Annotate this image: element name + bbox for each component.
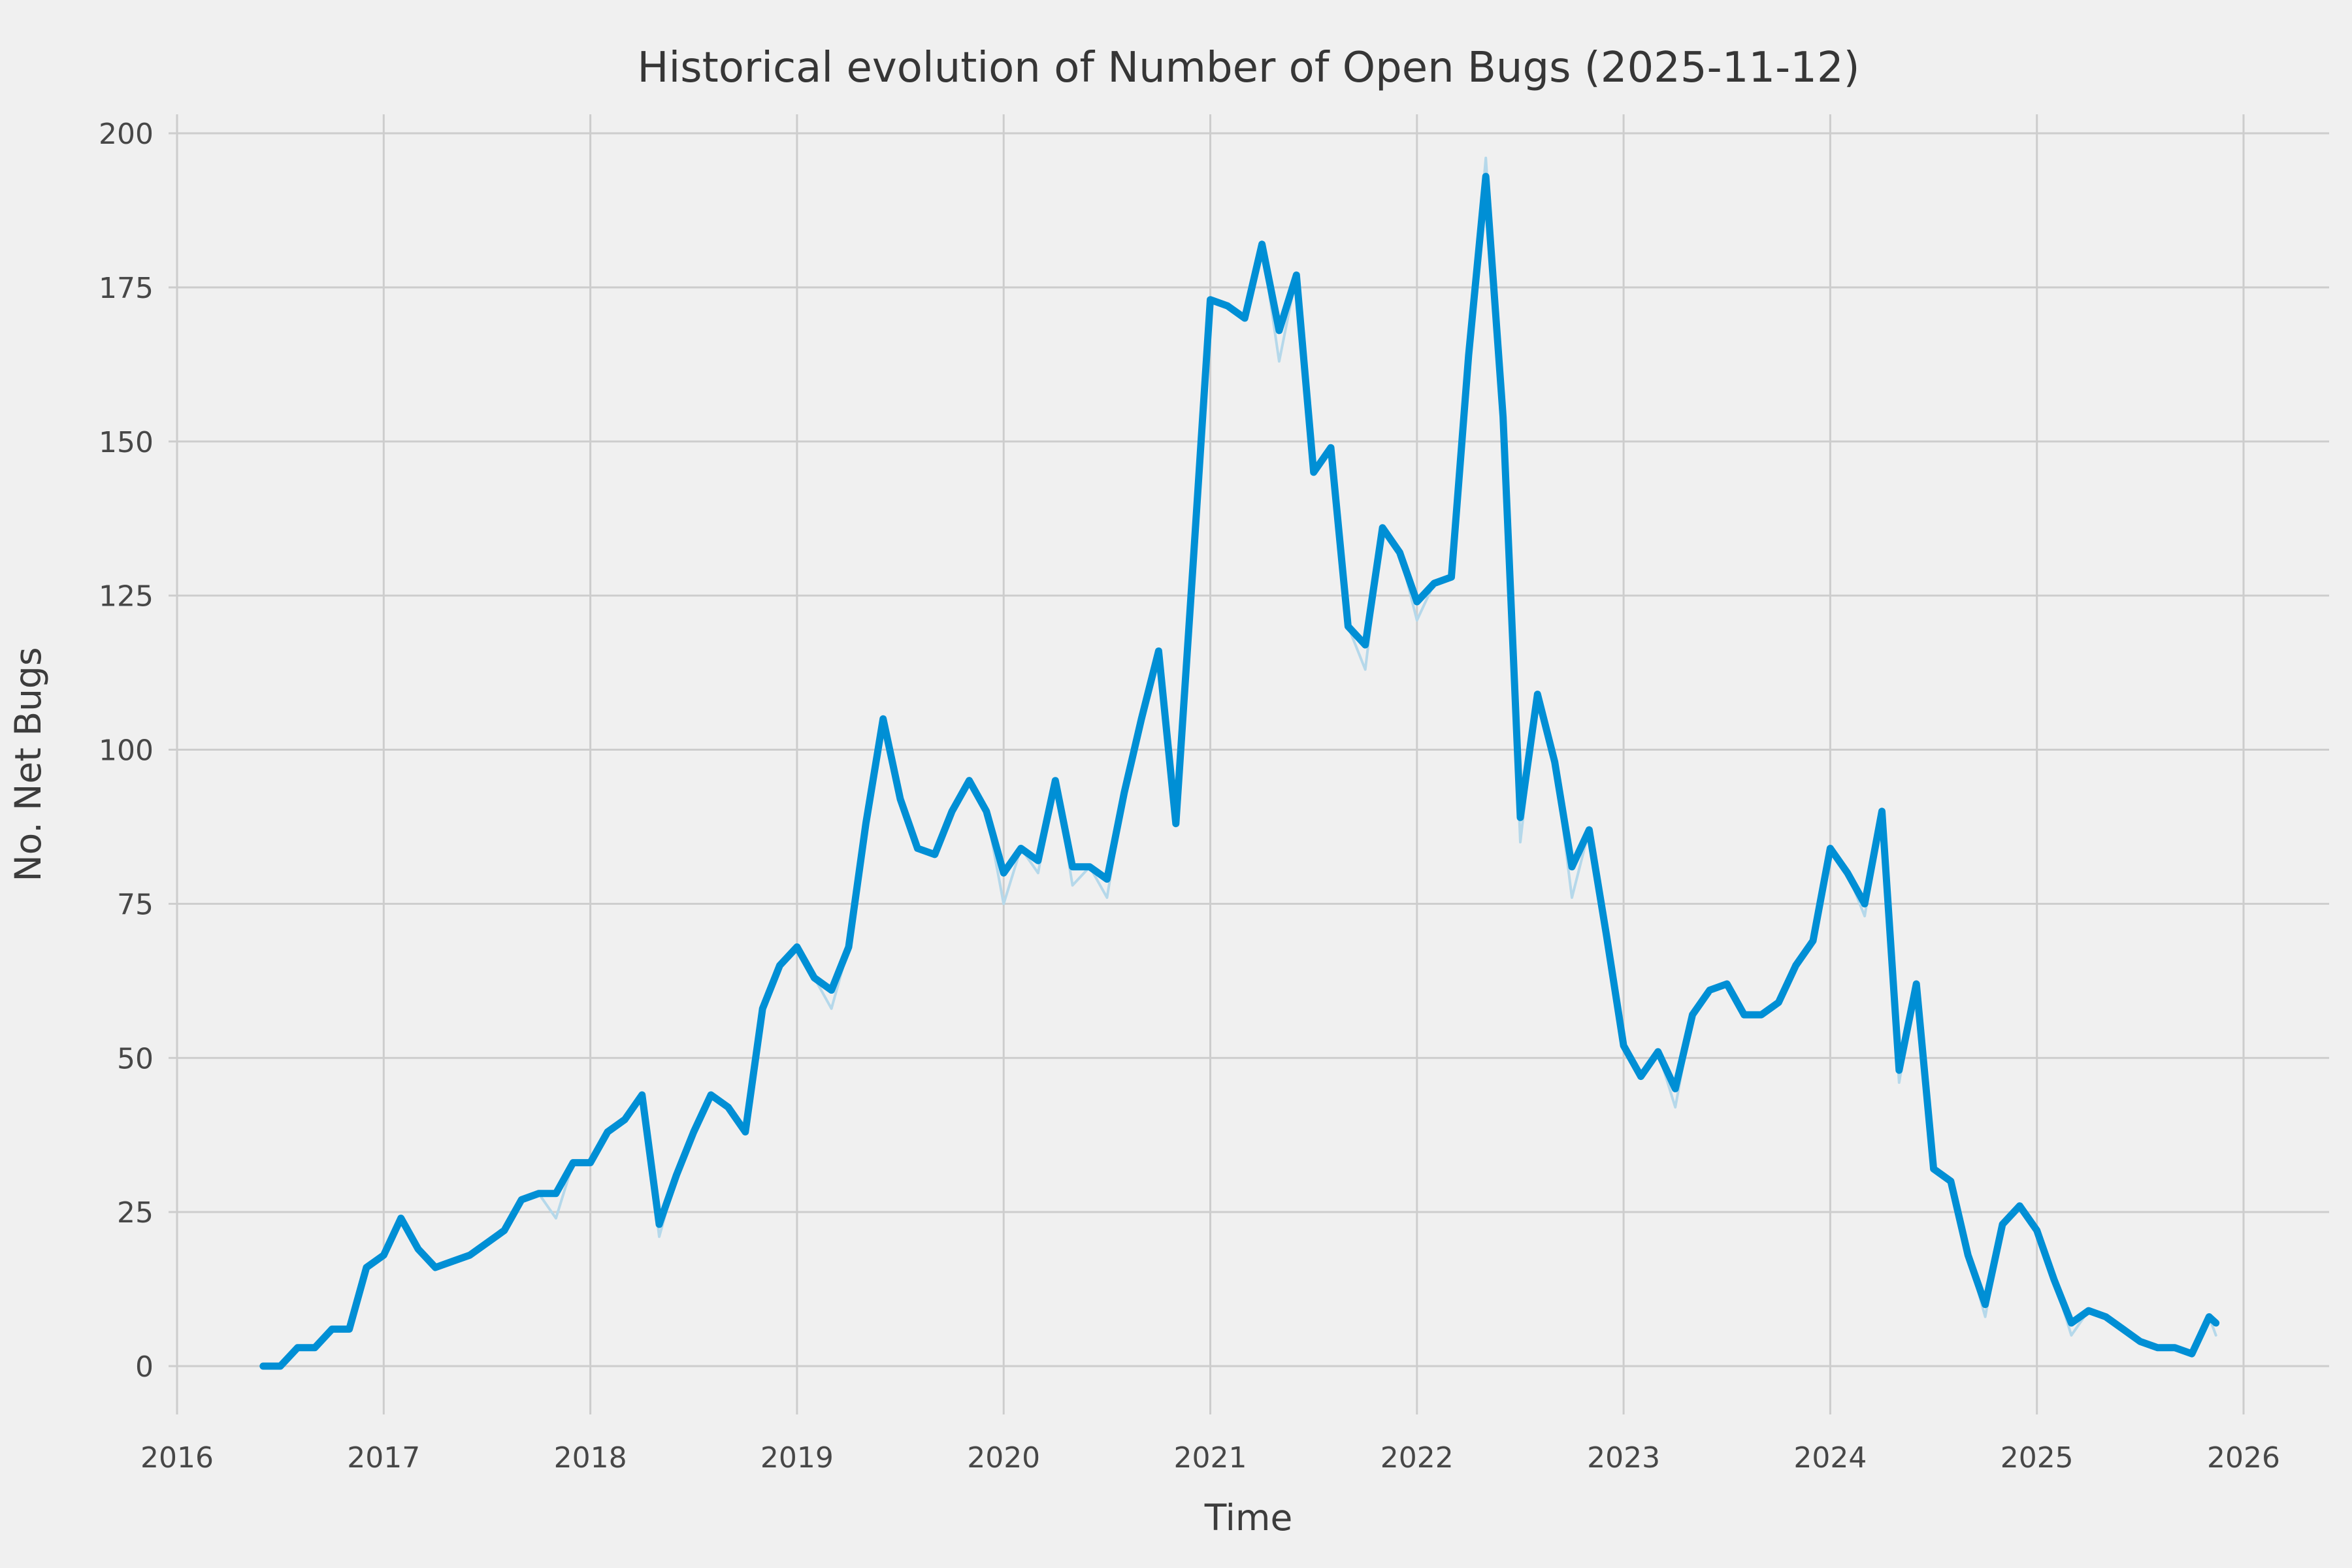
y-tick-label-150: 150	[99, 426, 154, 459]
chart-title: Historical evolution of Number of Open B…	[637, 44, 1859, 92]
x-tick-label-2025: 2025	[2001, 1441, 2074, 1475]
grid-layer	[169, 114, 2329, 1414]
y-tick-label-100: 100	[99, 734, 154, 768]
y-tick-label-75: 75	[117, 888, 154, 921]
series-layer	[259, 156, 2220, 1370]
y-tick-label-0: 0	[135, 1350, 154, 1384]
x-tick-label-2020: 2020	[967, 1441, 1040, 1475]
x-tick-label-2017: 2017	[347, 1441, 420, 1475]
y-axis-title: No. Net Bugs	[7, 647, 49, 882]
y-tick-label-125: 125	[99, 580, 154, 613]
y-tick-label-50: 50	[117, 1042, 154, 1075]
y-tick-label-175: 175	[99, 272, 154, 305]
x-tick-label-2016: 2016	[140, 1441, 214, 1475]
x-tick-label-2023: 2023	[1587, 1441, 1660, 1475]
x-tick-label-2022: 2022	[1380, 1441, 1454, 1475]
x-tick-label-2021: 2021	[1174, 1441, 1247, 1475]
tick-layer: 0 25 50 75 100 125 150 175 200 2016 2017 2018 2019 20…	[99, 118, 2280, 1475]
x-tick-label-2026: 2026	[2207, 1441, 2280, 1475]
x-axis-title: Time	[1204, 1497, 1293, 1539]
series-line-open-bugs-raw	[261, 156, 2217, 1367]
y-tick-label-25: 25	[117, 1196, 154, 1230]
x-tick-label-2019: 2019	[760, 1441, 834, 1475]
x-tick-label-2024: 2024	[1793, 1441, 1867, 1475]
series-line-open-bugs	[259, 172, 2220, 1370]
y-tick-label-200: 200	[99, 118, 154, 151]
x-tick-label-2018: 2018	[554, 1441, 627, 1475]
